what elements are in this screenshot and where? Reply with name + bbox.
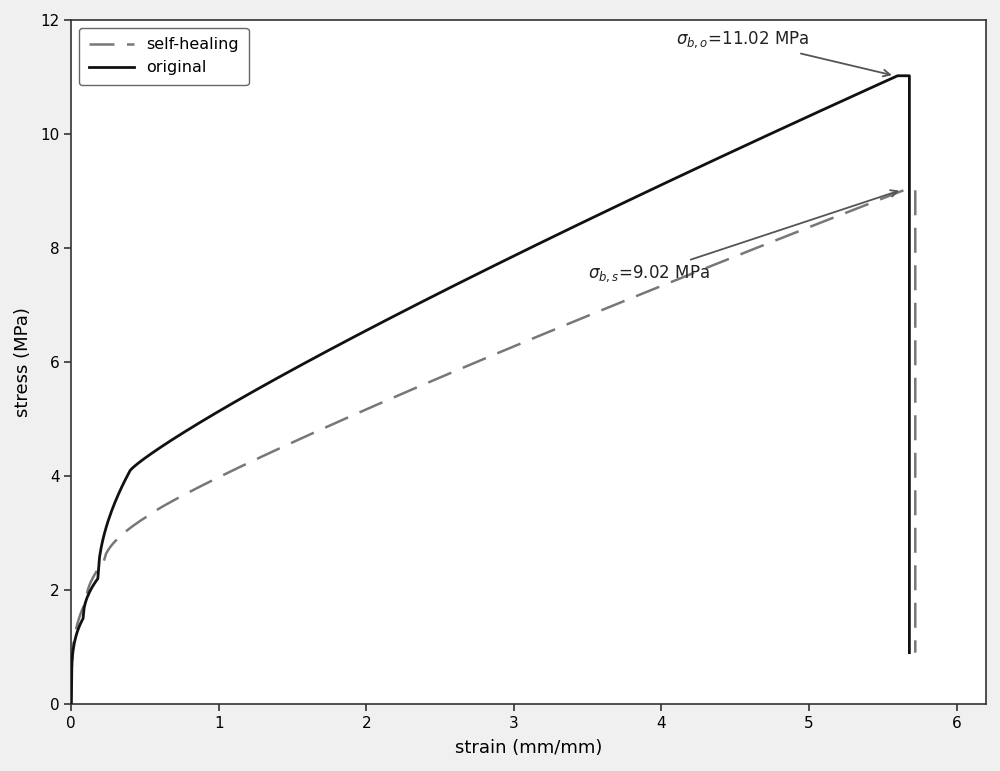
original	[892, 71, 904, 80]
original	[750, 136, 762, 145]
self-healing	[128, 520, 140, 530]
self-healing	[734, 250, 746, 259]
self-healing	[638, 288, 650, 298]
original	[903, 648, 915, 658]
Line: original: original	[71, 76, 909, 704]
Line: self-healing: self-healing	[71, 190, 915, 704]
self-healing	[65, 699, 77, 709]
Legend: self-healing, original: self-healing, original	[79, 28, 249, 85]
self-healing	[909, 648, 921, 658]
Text: $\sigma_{b,s}$=9.02 MPa: $\sigma_{b,s}$=9.02 MPa	[588, 190, 897, 284]
original	[65, 699, 77, 709]
Y-axis label: stress (MPa): stress (MPa)	[14, 307, 32, 417]
self-healing	[760, 240, 772, 249]
original	[725, 148, 737, 157]
original	[114, 486, 126, 495]
Text: $\sigma_{b,o}$=11.02 MPa: $\sigma_{b,o}$=11.02 MPa	[676, 29, 890, 76]
X-axis label: strain (mm/mm): strain (mm/mm)	[455, 739, 602, 757]
original	[648, 183, 660, 193]
original	[627, 194, 639, 203]
self-healing	[899, 185, 911, 194]
original	[514, 248, 526, 258]
self-healing	[658, 280, 670, 289]
self-healing	[527, 334, 539, 343]
